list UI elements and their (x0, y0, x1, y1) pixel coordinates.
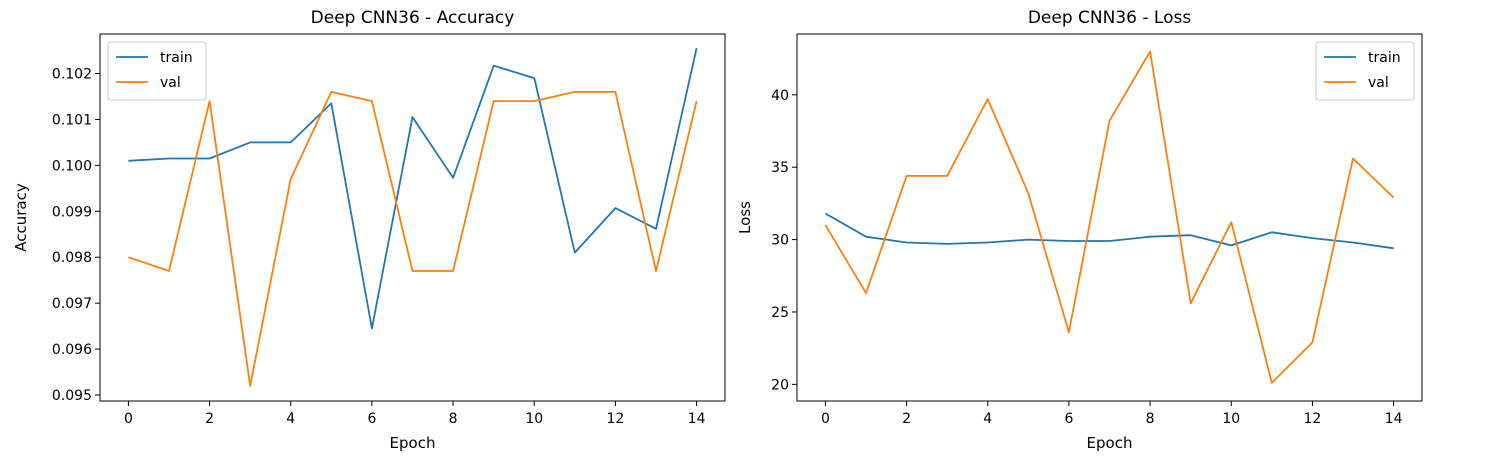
y-tick-label: 40 (771, 88, 789, 104)
legend: train val (1315, 41, 1415, 101)
x-tick-label: 14 (1385, 411, 1403, 427)
x-tick-label: 10 (525, 411, 543, 427)
y-tick-label: 20 (771, 377, 789, 393)
x-tick-label: 12 (1304, 411, 1322, 427)
y-tick-label: 0.096 (52, 342, 92, 358)
y-tick-label: 30 (771, 233, 789, 249)
x-tick-label: 12 (607, 411, 625, 427)
x-tick-label: 4 (983, 411, 992, 427)
accuracy-chart: Deep CNN36 - Accuracy Epoch Accuracy 0 2 4… (12, 8, 726, 452)
plot-frame (796, 33, 1423, 402)
legend-label-val: val (160, 75, 181, 91)
loss-chart: Deep CNN36 - Loss Epoch Loss 0 2 4 6 8 10 12 14… (736, 8, 1423, 452)
legend-label-train: train (160, 50, 193, 66)
y-tick-label: 35 (771, 160, 789, 176)
legend-label-train: train (1368, 50, 1401, 66)
y-tick-label: 0.102 (52, 67, 92, 83)
x-tick-label: 8 (1146, 411, 1155, 427)
series-line-val (128, 91, 698, 387)
y-tick-label: 0.101 (52, 112, 92, 128)
x-tick-label: 8 (449, 411, 458, 427)
x-tick-label: 14 (688, 411, 706, 427)
chart-title: Deep CNN36 - Accuracy (311, 8, 515, 28)
x-tick-label: 10 (1222, 411, 1240, 427)
series-line-val (824, 50, 1395, 384)
x-tick-label: 4 (286, 411, 295, 427)
series-line-train (824, 212, 1394, 250)
y-tick-label: 25 (771, 305, 789, 321)
x-tick-label: 2 (205, 411, 214, 427)
series-line-train (128, 48, 698, 330)
x-tick-label: 2 (902, 411, 911, 427)
legend-label-val: val (1368, 75, 1389, 91)
x-axis-label: Epoch (390, 434, 436, 452)
legend: train val (107, 41, 207, 101)
y-axis-label: Accuracy (12, 183, 30, 252)
y-tick-label: 0.099 (52, 204, 92, 220)
x-axis-label: Epoch (1087, 434, 1133, 452)
x-tick-label: 6 (367, 411, 376, 427)
x-tick-label: 0 (821, 411, 830, 427)
y-tick-label: 0.095 (52, 388, 92, 404)
y-tick-label: 0.097 (52, 296, 92, 312)
x-tick-label: 0 (124, 411, 133, 427)
y-axis-label: Loss (736, 201, 754, 234)
y-tick-label: 0.100 (52, 158, 92, 174)
x-tick-label: 6 (1064, 411, 1073, 427)
chart-title: Deep CNN36 - Loss (1028, 8, 1192, 28)
plot-frame (99, 33, 726, 402)
y-tick-label: 0.098 (52, 250, 92, 266)
